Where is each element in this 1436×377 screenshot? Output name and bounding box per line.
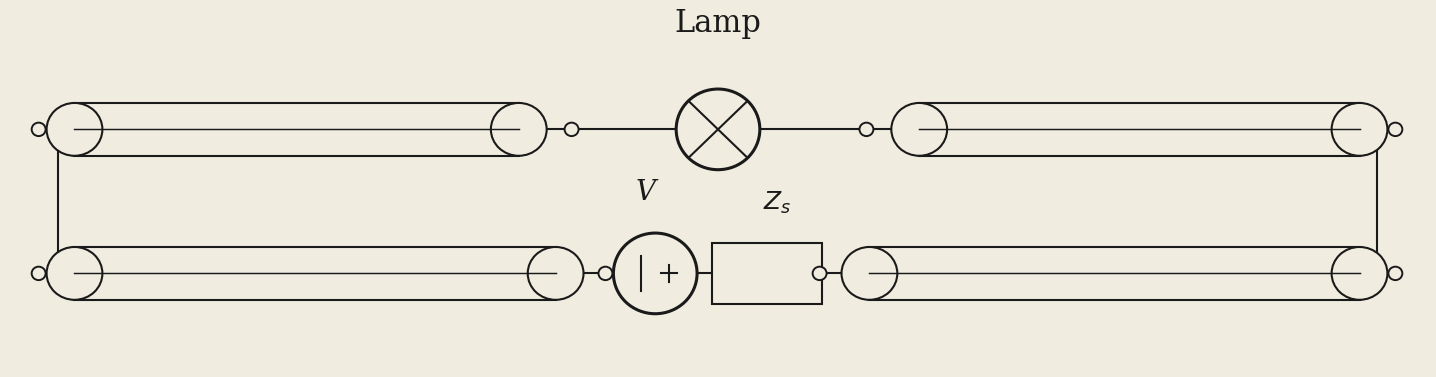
Ellipse shape (1331, 247, 1387, 300)
Ellipse shape (46, 103, 102, 156)
Ellipse shape (1331, 103, 1387, 156)
Ellipse shape (528, 247, 583, 300)
Polygon shape (919, 103, 1360, 156)
Ellipse shape (841, 247, 898, 300)
Polygon shape (712, 243, 821, 304)
Circle shape (32, 267, 46, 280)
Circle shape (813, 267, 827, 280)
Polygon shape (869, 247, 1360, 300)
Text: V: V (635, 179, 655, 206)
Polygon shape (75, 247, 556, 300)
Circle shape (599, 267, 612, 280)
Ellipse shape (892, 103, 948, 156)
Text: $Z_s$: $Z_s$ (763, 190, 791, 216)
Text: Lamp: Lamp (675, 8, 761, 39)
Circle shape (613, 233, 696, 314)
Circle shape (676, 89, 760, 170)
Circle shape (1389, 267, 1403, 280)
Circle shape (860, 123, 873, 136)
Circle shape (1389, 123, 1403, 136)
Ellipse shape (46, 247, 102, 300)
Polygon shape (75, 103, 518, 156)
Circle shape (32, 123, 46, 136)
Ellipse shape (491, 103, 547, 156)
Circle shape (564, 123, 579, 136)
